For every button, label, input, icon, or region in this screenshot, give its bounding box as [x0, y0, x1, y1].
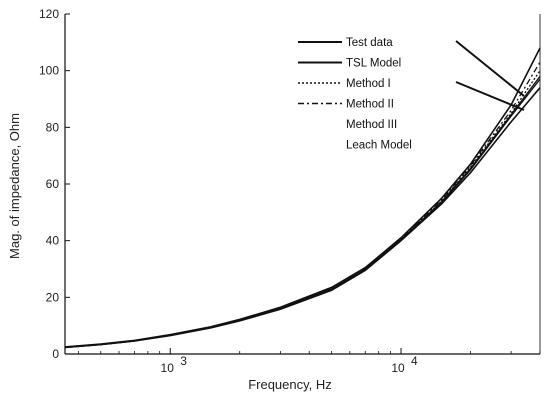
x-tick-label-exponent: 3 — [180, 354, 187, 368]
x-tick-label: 10 — [391, 361, 405, 375]
legend-label: Test data — [346, 37, 393, 49]
y-tick-label: 60 — [46, 177, 60, 191]
annotation-arrow-line — [455, 81, 525, 111]
series-line-leach-model — [64, 75, 541, 349]
y-axis-title: Mag. of impedance, Ohm — [7, 113, 22, 259]
series-layer — [64, 47, 541, 349]
legend-label: Method I — [346, 78, 391, 90]
y-tick-label: 40 — [46, 234, 60, 248]
series-line-method-iii — [64, 78, 541, 349]
y-tick-label: 120 — [39, 7, 59, 21]
legend: Test data TSL Model Method I Method II Metho… — [298, 37, 412, 152]
legend-label: Leach Model — [346, 140, 412, 152]
x-axis-title: Frequency, Hz — [248, 377, 332, 392]
series-line-method-i — [64, 70, 541, 348]
series-line-method-ii — [64, 61, 541, 348]
series-line-test-data — [64, 47, 541, 348]
axes: 0 20 40 60 80 100 120 10 3 10 4 — [39, 7, 541, 375]
x-tick-label: 10 — [161, 361, 175, 375]
legend-label: Method II — [346, 99, 394, 111]
annotation-arrow-line — [455, 40, 525, 97]
y-tick-label: 0 — [52, 347, 59, 361]
y-tick-label: 20 — [46, 290, 60, 304]
series-line-tsl-model — [64, 87, 541, 349]
y-tick-label: 80 — [46, 120, 60, 134]
legend-label: Method III — [346, 119, 397, 131]
x-tick-label-exponent: 4 — [411, 354, 418, 368]
legend-label: TSL Model — [346, 58, 401, 70]
annotation-arrows — [455, 40, 525, 111]
y-tick-label: 100 — [39, 64, 59, 78]
plot-frame — [64, 14, 541, 355]
